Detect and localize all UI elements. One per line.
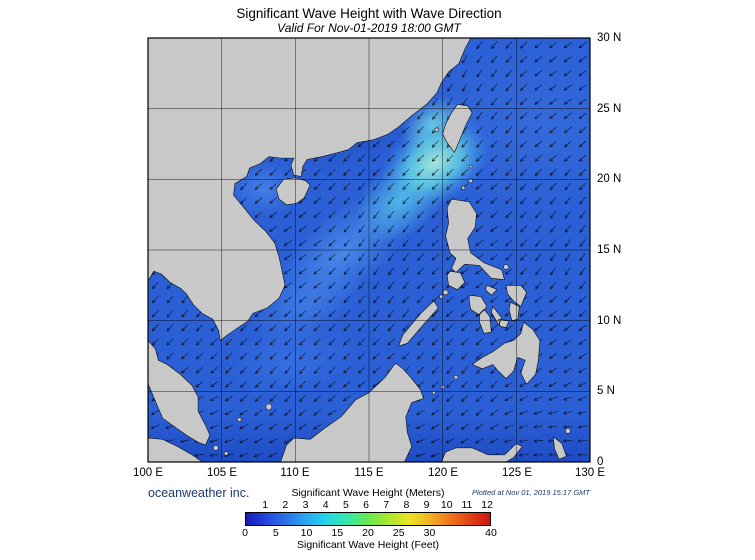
lat-label-0: 0 [597,456,604,468]
lat-label-30n: 30 N [597,32,622,44]
lat-label-25n: 25 N [597,103,622,115]
feet-tick-label: 0 [242,527,248,539]
feet-tick-label: 10 [300,527,313,539]
meters-tick-label: 6 [363,499,369,511]
meters-tick-label: 1 [262,499,269,511]
lon-label-100e: 100 E [132,467,164,479]
lon-label-110e: 110 E [280,467,310,479]
landmass [148,38,567,462]
lon-label-120e: 120 E [427,467,459,479]
meters-tick-label: 3 [302,499,309,511]
lon-label-105e: 105 E [206,467,238,479]
feet-tick-label: 30 [423,527,436,539]
feet-tick-label: 25 [392,527,405,539]
feet-tick-label: 15 [331,527,344,539]
legend-feet-label: Significant Wave Height (Feet) [296,539,439,551]
lat-label-10n: 10 N [597,315,622,327]
lon-label-125e: 125 E [501,467,533,479]
lon-label-130e: 130 E [574,467,606,479]
plotted-note: Plotted at Nov 01, 2019 15:17 GMT [472,488,590,497]
meters-ticks-row: 1 2 3 4 5 6 7 8 9 10 11 12 [245,499,493,511]
meters-tick-label: 2 [282,499,289,511]
legend-meters-label: Significant Wave Height (Meters) [291,487,445,499]
feet-ticks-row: 0 5 10 15 20 25 30 40 [242,527,497,539]
meters-tick-label: 8 [403,499,410,511]
lat-label-5n: 5 N [597,385,615,397]
feet-tick-label: 40 [485,527,497,539]
meters-tick-label: 9 [423,499,430,511]
meters-tick-label: 7 [383,499,390,511]
feet-tick-label: 5 [272,527,279,539]
lon-label-115e: 115 E [354,467,384,479]
map-frame [147,37,591,463]
chart-subtitle: Valid For Nov-01-2019 18:00 GMT [277,21,461,35]
colorbar [245,512,491,526]
lat-label-15n: 15 N [597,244,622,256]
credit-text: oceanweather inc. [148,486,250,500]
meters-tick-label: 5 [342,499,349,511]
lat-label-20n: 20 N [597,173,622,185]
meters-tick-label: 10 [440,499,453,511]
meters-tick-label: 11 [461,499,473,511]
meters-tick-label: 12 [481,499,493,511]
graticule [148,38,590,462]
feet-tick-label: 20 [362,527,374,539]
chart-title: Significant Wave Height with Wave Direct… [236,6,502,21]
meters-tick-label: 4 [322,499,329,511]
